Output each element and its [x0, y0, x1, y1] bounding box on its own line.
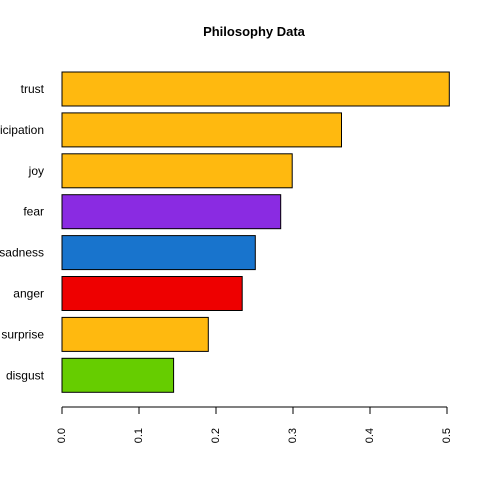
- chart-title: Philosophy Data: [203, 24, 306, 39]
- bar-fear: [61, 194, 282, 230]
- category-label: joy: [28, 164, 44, 178]
- x-tick-label: 0.2: [210, 428, 222, 443]
- category-label: fear: [23, 205, 44, 219]
- category-label: trust: [21, 82, 45, 96]
- category-label: disgust: [6, 368, 45, 382]
- x-tick-label: 0.5: [441, 428, 453, 443]
- x-tick-label: 0.4: [364, 428, 376, 443]
- x-tick-label: 0.1: [133, 428, 145, 443]
- category-label: surprise: [1, 327, 44, 341]
- category-label: anger: [13, 287, 44, 301]
- bar-trust: [61, 71, 450, 107]
- bar-anticipation: [61, 112, 342, 148]
- category-label: anticipation: [0, 123, 44, 137]
- x-axis: 0.0 0.1 0.2 0.3 0.4 0.5: [56, 406, 453, 443]
- bar-anger: [61, 276, 243, 311]
- bar-joy: [61, 153, 293, 189]
- category-label: sadness: [0, 246, 44, 260]
- x-tick-label: 0.3: [287, 428, 299, 443]
- x-tick-label: 0.0: [56, 428, 68, 443]
- category-labels: trust anticipation joy fear sadness anger surp…: [0, 82, 45, 382]
- bar-disgust: [61, 357, 175, 393]
- bar-sadness: [61, 235, 256, 271]
- bars-layer: [61, 71, 450, 393]
- bar-surprise: [61, 316, 209, 352]
